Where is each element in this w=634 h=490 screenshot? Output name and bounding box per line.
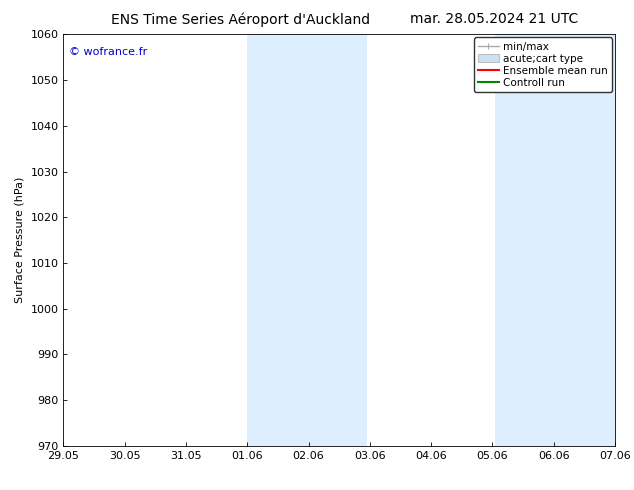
Legend: min/max, acute;cart type, Ensemble mean run, Controll run: min/max, acute;cart type, Ensemble mean … bbox=[474, 37, 612, 92]
Bar bbox=[247, 34, 366, 446]
Text: © wofrance.fr: © wofrance.fr bbox=[69, 47, 147, 57]
Bar bbox=[496, 34, 553, 446]
Y-axis label: Surface Pressure (hPa): Surface Pressure (hPa) bbox=[15, 177, 25, 303]
Text: ENS Time Series Aéroport d'Auckland: ENS Time Series Aéroport d'Auckland bbox=[112, 12, 370, 27]
Bar bbox=[553, 34, 615, 446]
Text: mar. 28.05.2024 21 UTC: mar. 28.05.2024 21 UTC bbox=[410, 12, 579, 26]
